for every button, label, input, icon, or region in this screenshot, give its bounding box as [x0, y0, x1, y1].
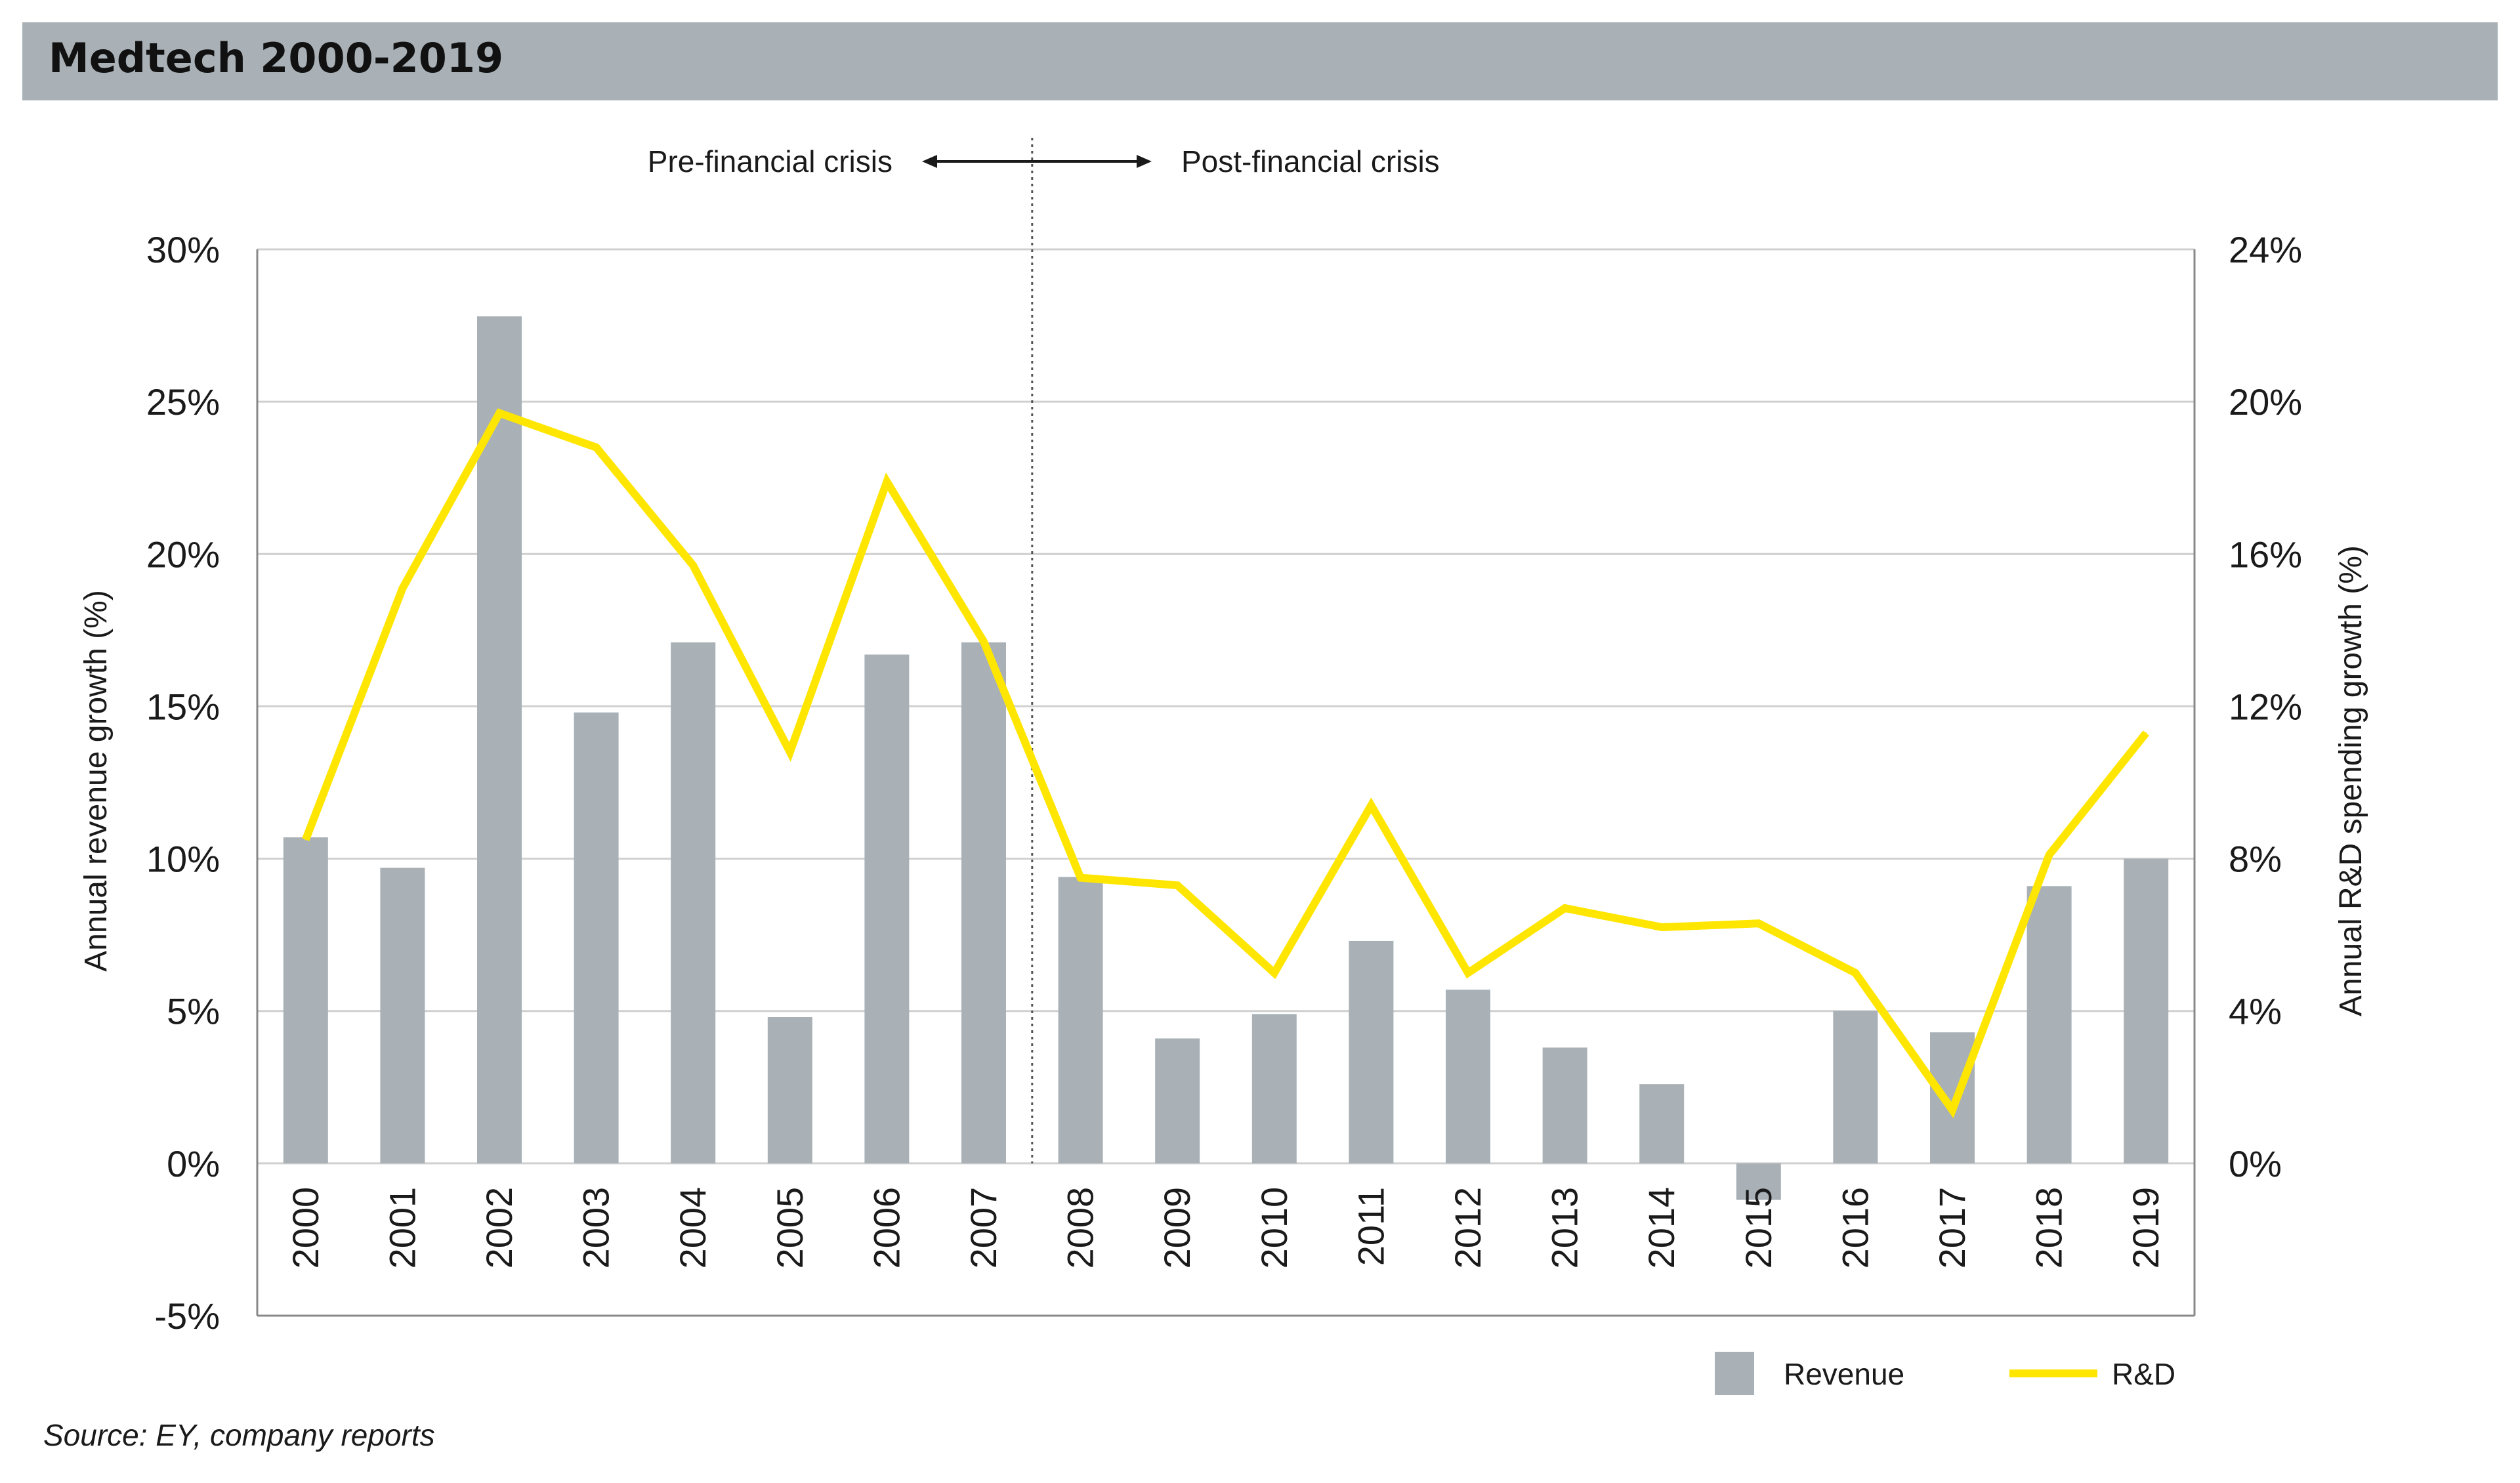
- revenue-bar: [1251, 1014, 1297, 1163]
- x-tick-label: 2008: [1060, 1187, 1101, 1269]
- rnd-point: [983, 640, 984, 642]
- x-tick-label: 2017: [1931, 1187, 1973, 1269]
- x-tick-label: 2002: [478, 1187, 520, 1269]
- legend-revenue-label: Revenue: [1784, 1357, 1904, 1391]
- rnd-point: [304, 839, 306, 841]
- revenue-bar: [1446, 990, 1490, 1163]
- rnd-point: [1757, 923, 1759, 925]
- rnd-point: [1661, 927, 1663, 929]
- rnd-point: [1855, 972, 1857, 974]
- x-tick-label: 2013: [1544, 1187, 1586, 1269]
- revenue-bar: [283, 837, 328, 1163]
- x-tick-label: 2007: [963, 1187, 1004, 1269]
- rnd-point: [886, 481, 888, 483]
- rnd-point: [402, 587, 404, 589]
- revenue-bar: [1349, 940, 1394, 1163]
- x-tick-label: 2011: [1350, 1187, 1391, 1266]
- revenue-bar: [2026, 886, 2072, 1163]
- rnd-point: [1467, 972, 1469, 974]
- x-tick-label: 2016: [1834, 1187, 1876, 1269]
- y2-axis-title: Annual R&D spending growth (%): [2334, 545, 2368, 1016]
- y-tick-label: 30%: [146, 229, 220, 270]
- revenue-bar: [1930, 1032, 1975, 1163]
- y-tick-label: 15%: [146, 686, 220, 727]
- revenue-bar: [1058, 877, 1103, 1163]
- y2-tick-label: 16%: [2229, 533, 2302, 575]
- x-tick-label: 2010: [1253, 1187, 1295, 1269]
- axis-layer: [256, 138, 2196, 1317]
- legend-rnd-label: R&D: [2112, 1357, 2175, 1391]
- y-tick-label: -5%: [154, 1295, 220, 1337]
- x-tick-label: 2014: [1641, 1187, 1682, 1269]
- y2-tick-label: 24%: [2229, 229, 2302, 270]
- rnd-point: [789, 751, 791, 753]
- revenue-bar: [1736, 1163, 1781, 1200]
- rnd-point: [1370, 804, 1372, 806]
- revenue-bar: [1833, 1011, 1878, 1163]
- revenue-bar: [961, 642, 1006, 1163]
- rnd-point: [1177, 885, 1179, 887]
- rnd-point: [2145, 732, 2147, 734]
- x-tick-label: 2018: [2028, 1187, 2070, 1269]
- y-axis-title: Annual revenue growth (%): [79, 590, 114, 972]
- revenue-bars: [283, 316, 2169, 1200]
- label-layer: -5% 0% 5% 10% 15% 20% 25% 30% 0% 4% 8% 12% 16% 20% 24%…: [146, 229, 2302, 1337]
- legend-revenue-swatch: [1715, 1352, 1754, 1395]
- rnd-point: [499, 412, 500, 414]
- x-tick-label: 2015: [1738, 1187, 1779, 1269]
- y2-tick-label: 20%: [2229, 381, 2302, 423]
- rnd-point: [692, 564, 694, 566]
- y2-tick-label: 4%: [2229, 991, 2282, 1032]
- rnd-point: [1952, 1109, 1953, 1111]
- x-tick-label: 2000: [285, 1187, 326, 1269]
- crisis-arrow: [922, 155, 1152, 168]
- chart-title: Medtech 2000-2019: [49, 34, 504, 82]
- x-tick-label: 2005: [769, 1187, 810, 1269]
- x-tick-label: 2006: [866, 1187, 907, 1269]
- pre-crisis-label: Pre-financial crisis: [648, 144, 892, 178]
- rnd-line-layer: [302, 408, 2149, 1119]
- x-tick-label: 2001: [381, 1187, 423, 1269]
- revenue-bar: [1639, 1084, 1685, 1163]
- grid-layer: [257, 248, 2194, 1165]
- revenue-bar: [1155, 1038, 1200, 1163]
- x-tick-label: 2003: [576, 1187, 617, 1269]
- y-tick-label: 5%: [167, 991, 220, 1032]
- rnd-point: [2048, 854, 2050, 856]
- x-tick-label: 2009: [1156, 1187, 1198, 1269]
- rnd-point: [1564, 908, 1566, 909]
- revenue-bar: [380, 867, 425, 1163]
- y2-tick-label: 12%: [2229, 686, 2302, 727]
- x-tick-label: 2019: [2125, 1187, 2166, 1269]
- revenue-bar: [1542, 1047, 1587, 1163]
- x-tick-label: 2004: [672, 1187, 713, 1269]
- revenue-bar: [477, 316, 522, 1163]
- revenue-bar: [574, 712, 619, 1163]
- title-bar: Medtech 2000-2019: [22, 22, 2498, 100]
- y2-tick-label: 0%: [2229, 1143, 2282, 1184]
- rnd-point: [595, 446, 597, 448]
- y-tick-label: 10%: [146, 839, 220, 880]
- y-tick-label: 25%: [146, 381, 220, 423]
- revenue-bar: [864, 654, 910, 1163]
- post-crisis-label: Post-financial crisis: [1181, 144, 1440, 178]
- revenue-bar: [671, 642, 716, 1163]
- rnd-point: [1273, 972, 1275, 974]
- y-tick-label: 0%: [167, 1143, 220, 1184]
- y2-tick-label: 8%: [2229, 839, 2282, 880]
- rnd-line: [302, 408, 2149, 1119]
- revenue-bar: [767, 1017, 812, 1163]
- source-note: Source: EY, company reports: [43, 1418, 435, 1452]
- y-tick-label: 20%: [146, 533, 220, 575]
- revenue-bar: [2124, 858, 2169, 1163]
- rnd-point: [1080, 877, 1082, 879]
- x-tick-label: 2012: [1447, 1187, 1488, 1269]
